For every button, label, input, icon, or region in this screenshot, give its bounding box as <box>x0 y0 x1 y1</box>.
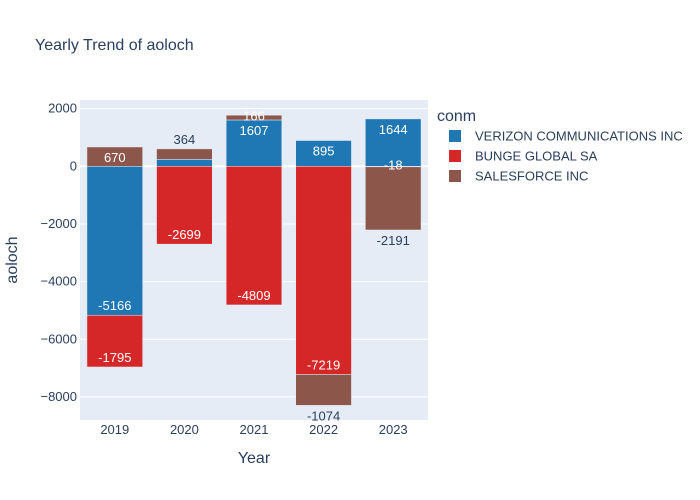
data-label: -4809 <box>237 288 270 303</box>
bar <box>225 114 283 121</box>
bar <box>225 119 283 167</box>
data-label: -18 <box>384 158 403 173</box>
data-label: -2191 <box>377 233 410 248</box>
y-axis-title: aoloch <box>4 236 21 283</box>
data-label: 1607 <box>240 123 269 138</box>
bar <box>86 166 143 316</box>
x-axis-title: Year <box>238 450 271 467</box>
bar <box>86 146 143 167</box>
y-tick-label: −6000 <box>40 331 77 346</box>
bar <box>156 148 213 160</box>
legend-swatch <box>449 150 461 162</box>
data-label: -2699 <box>168 227 201 242</box>
x-tick-label: 2022 <box>309 422 338 437</box>
legend-title: conm <box>437 108 476 125</box>
legend: conm VERIZON COMMUNICATIONS INC BUNGE GLO… <box>437 108 683 184</box>
data-label: -7219 <box>307 357 340 372</box>
bar <box>156 159 213 167</box>
y-tick-label: 2000 <box>48 101 77 116</box>
bar <box>225 166 283 306</box>
data-label: 670 <box>104 150 126 165</box>
legend-item-label: BUNGE GLOBAL SA <box>475 149 598 164</box>
bar <box>86 314 143 368</box>
data-label: -5166 <box>98 298 131 313</box>
x-tick-label: 2021 <box>240 422 269 437</box>
bar <box>365 166 422 231</box>
legend-item-label: VERIZON COMMUNICATIONS INC <box>475 129 683 144</box>
bar <box>295 166 352 375</box>
data-label: -1074 <box>307 408 340 423</box>
data-labels: -5166 -1795 670 -2699 364 1607 -4809 166 895 -721… <box>98 109 410 424</box>
bars <box>86 114 422 406</box>
bar <box>295 140 352 167</box>
data-label: 895 <box>313 144 335 159</box>
x-tick-label: 2023 <box>379 422 408 437</box>
ticks: 2000 0 −2000 −4000 −6000 −8000 2019 2020 2021 202… <box>40 101 407 437</box>
data-label: 1644 <box>379 122 408 137</box>
y-tick-label: 0 <box>70 158 77 173</box>
x-tick-label: 2020 <box>170 422 199 437</box>
data-label: -1795 <box>98 350 131 365</box>
bar <box>295 374 352 406</box>
data-label: 364 <box>174 132 196 147</box>
chart-title: Yearly Trend of aoloch <box>35 37 194 54</box>
legend-swatch <box>449 130 461 142</box>
x-tick-label: 2019 <box>100 422 129 437</box>
y-tick-label: −2000 <box>40 216 77 231</box>
data-label: 166 <box>243 109 265 124</box>
bar <box>365 118 422 167</box>
y-tick-label: −8000 <box>40 389 77 404</box>
legend-item-label: SALESFORCE INC <box>475 169 588 184</box>
y-tick-label: −4000 <box>40 274 77 289</box>
bar <box>156 166 213 245</box>
legend-swatch <box>449 170 461 182</box>
